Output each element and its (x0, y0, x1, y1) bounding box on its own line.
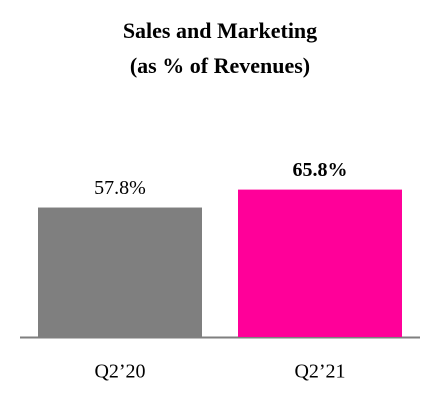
value-label: 65.8% (293, 159, 348, 181)
chart-title: Sales and Marketing (123, 18, 317, 43)
value-label: 57.8% (94, 177, 146, 199)
x-tick-label: Q2’20 (94, 361, 145, 383)
bar (38, 207, 202, 337)
bar (238, 189, 402, 337)
chart-title: (as % of Revenues) (130, 53, 310, 78)
x-tick-label: Q2’21 (294, 361, 345, 383)
